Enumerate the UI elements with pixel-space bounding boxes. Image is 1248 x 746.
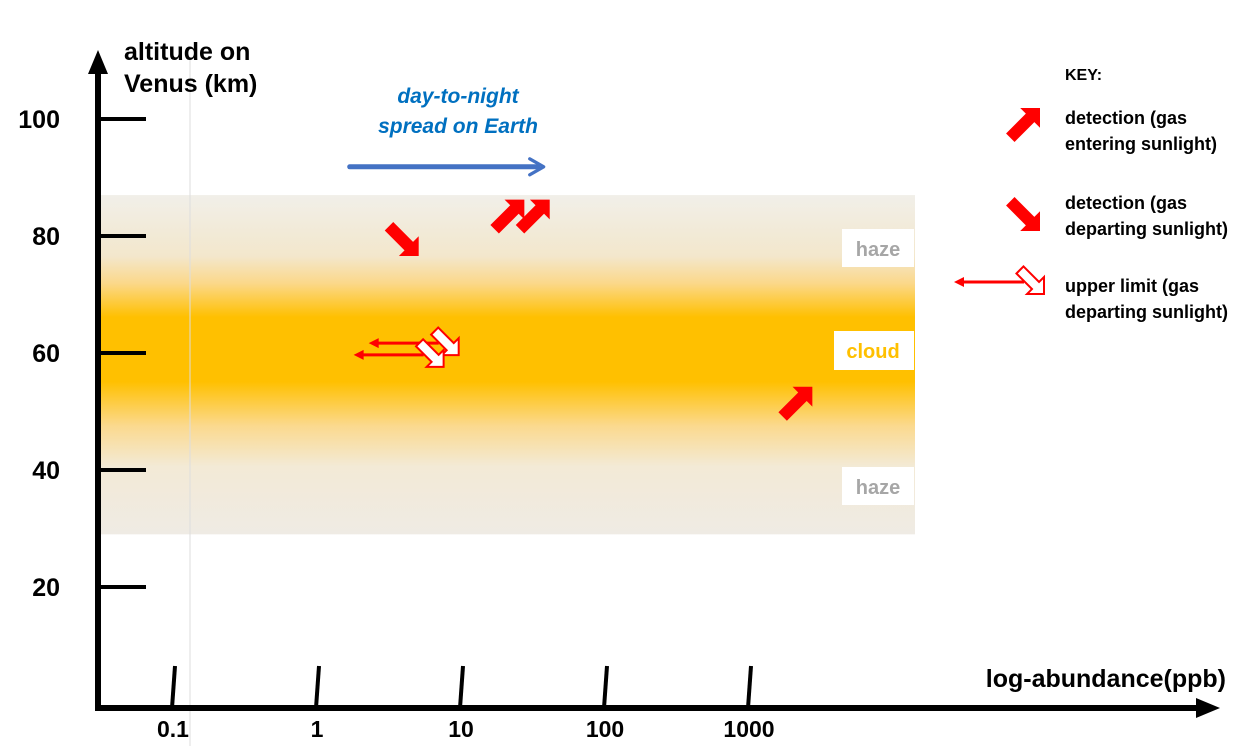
x-tick-label: 10 xyxy=(448,716,474,742)
marker-entering-sunlight xyxy=(515,199,550,234)
legend-icon-upper-limit xyxy=(954,265,1045,295)
band-label-cloud: cloud xyxy=(834,331,914,370)
y-ticks: 20 40 60 80 100 xyxy=(18,106,146,602)
x-tick-mark xyxy=(458,665,465,709)
y-tick-label: 40 xyxy=(32,457,60,485)
spread-annotation-line2: spread on Earth xyxy=(378,115,538,138)
legend-label-line2: departing sunlight) xyxy=(1065,302,1228,322)
marker-departing-sunlight xyxy=(384,222,419,256)
legend-label-line2: entering sunlight) xyxy=(1065,134,1217,154)
y-tick-label: 60 xyxy=(32,340,60,368)
x-tick-mark xyxy=(746,665,753,709)
legend: KEY: detection (gas entering sunlight) det… xyxy=(954,67,1228,322)
x-tick-label: 100 xyxy=(586,716,624,742)
y-axis-label-line1: altitude on xyxy=(124,38,250,66)
legend-icon-departing xyxy=(1006,197,1040,231)
legend-label-line1: detection (gas xyxy=(1065,108,1187,128)
band-label-haze-lower: haze xyxy=(842,467,914,505)
marker-entering-sunlight xyxy=(778,386,813,421)
legend-label-line1: detection (gas xyxy=(1065,193,1187,213)
y-axis-label-line2: Venus (km) xyxy=(124,70,257,98)
legend-label-line1: upper limit (gas xyxy=(1065,276,1199,296)
x-axis-label: log-abundance(ppb) xyxy=(986,665,1226,693)
x-tick-label: 1 xyxy=(311,716,324,742)
legend-title: KEY: xyxy=(1065,67,1102,84)
legend-icon-entering xyxy=(1006,108,1040,142)
marker-entering-sunlight xyxy=(490,199,525,234)
data-points xyxy=(353,199,813,421)
y-tick-label: 80 xyxy=(32,223,60,251)
y-axis xyxy=(88,50,108,708)
y-tick-label: 20 xyxy=(32,574,60,602)
x-tick-mark xyxy=(170,665,177,709)
band-label-haze-upper: haze xyxy=(842,229,914,267)
x-axis xyxy=(95,698,1220,718)
y-tick-label: 100 xyxy=(18,106,60,134)
cloud-haze-band xyxy=(100,195,915,535)
svg-text:cloud: cloud xyxy=(846,341,899,363)
svg-text:haze: haze xyxy=(856,477,900,499)
marker-upper-limit xyxy=(353,337,445,368)
spread-annotation-line1: day-to-night xyxy=(397,85,519,108)
x-tick-label: 0.1 xyxy=(157,716,189,742)
legend-label-line2: departing sunlight) xyxy=(1065,219,1228,239)
svg-text:haze: haze xyxy=(856,239,900,261)
x-tick-mark xyxy=(314,665,321,709)
x-tick-mark xyxy=(602,665,609,709)
x-ticks: 0.1 1 10 100 1000 xyxy=(157,665,775,742)
x-tick-label: 1000 xyxy=(723,716,774,742)
